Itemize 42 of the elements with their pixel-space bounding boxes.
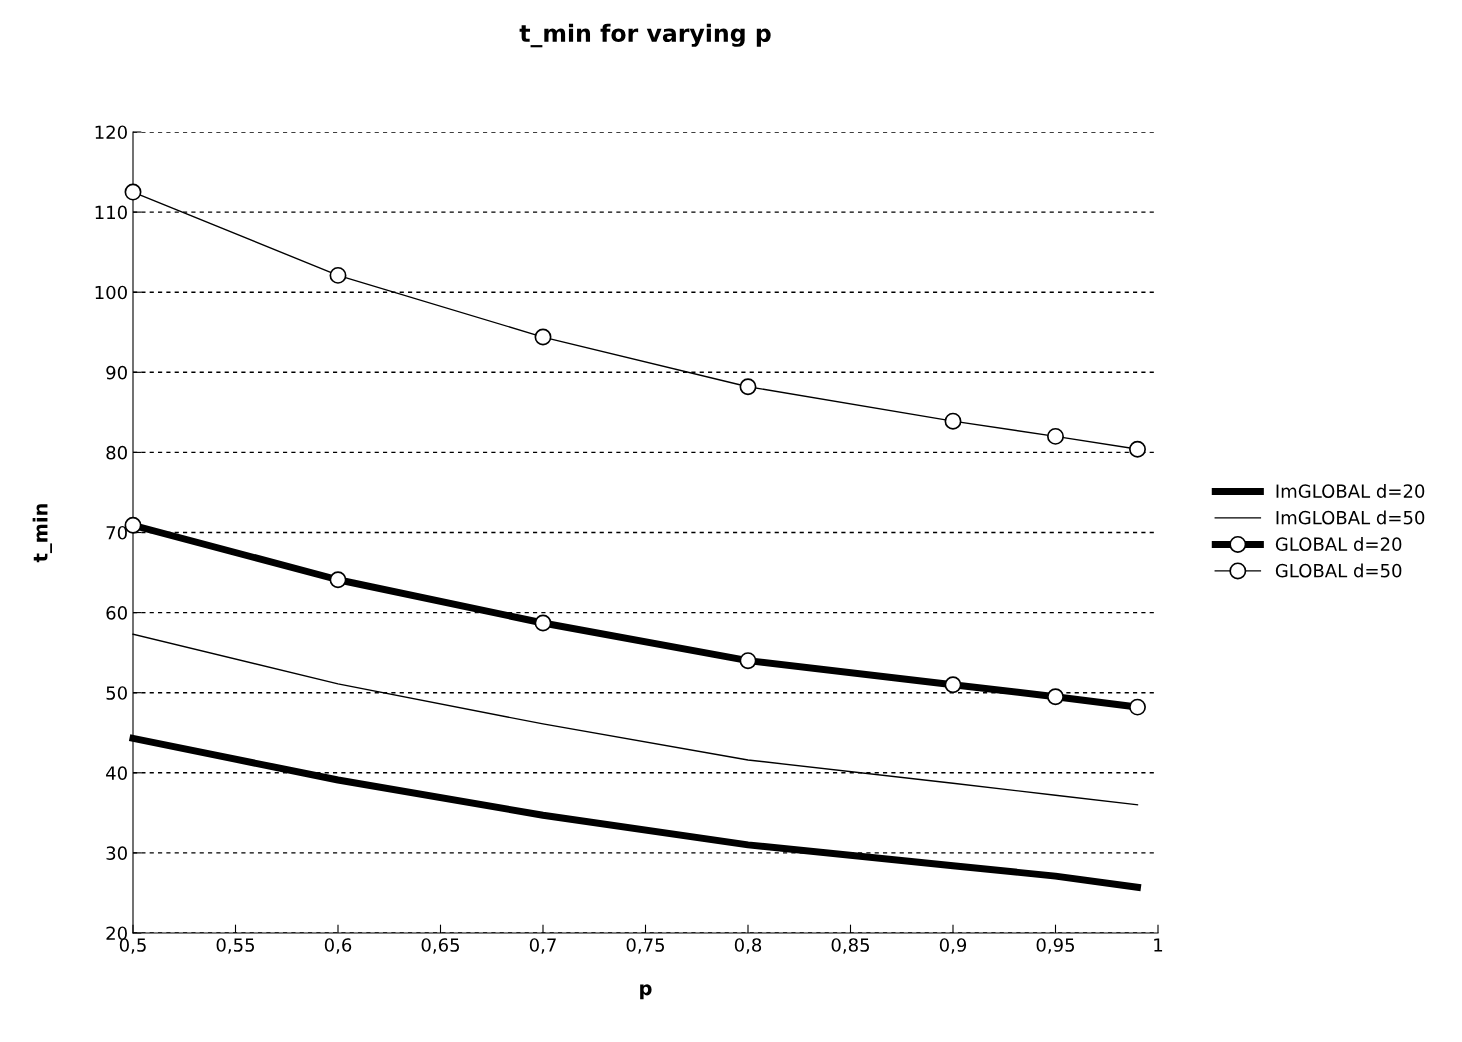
point — [1047, 688, 1064, 706]
y-tick-label: 20 — [106, 926, 127, 941]
chart-title: t_min for varying p — [519, 23, 771, 48]
point — [1047, 427, 1064, 445]
x-tick-label: 0,95 — [1036, 938, 1075, 954]
x-tick-label: 1 — [1154, 938, 1163, 952]
y-tick-label: 30 — [106, 846, 127, 861]
point — [329, 571, 347, 589]
point — [739, 652, 757, 670]
y-tick-label: 60 — [106, 606, 127, 620]
y-tick-label: 70 — [106, 525, 127, 540]
x-tick-label: 0,85 — [831, 938, 870, 954]
y-tick-label: 100 — [95, 285, 127, 300]
x-tick-label: 0,8 — [734, 938, 762, 954]
y-tick-label: 90 — [106, 365, 127, 380]
y-axis-title: t_min — [32, 504, 53, 563]
y-tick-label: 120 — [95, 125, 127, 140]
point — [739, 378, 757, 396]
point — [1129, 698, 1146, 716]
x-axis-title: p — [640, 984, 652, 1000]
x-tick-label: 0,7 — [529, 938, 556, 954]
legend-label: ImGLOBAL d=50 — [1276, 510, 1425, 525]
point — [534, 614, 552, 632]
x-tick-label: 0,9 — [939, 938, 967, 954]
x-tick-label: 0,6 — [324, 938, 352, 954]
legend-label: ImGLOBAL d=20 — [1276, 484, 1425, 498]
point — [534, 328, 552, 346]
legend-label: GLOBAL d=50 — [1275, 563, 1402, 578]
x-tick-label: 0,65 — [421, 938, 460, 954]
x-tick-label: 0,75 — [626, 938, 665, 954]
point — [944, 676, 962, 694]
x-tick-label: 0,55 — [216, 938, 255, 954]
point — [1129, 440, 1146, 458]
y-tick-label: 40 — [106, 766, 127, 780]
point — [124, 183, 142, 201]
y-tick-label: 50 — [106, 686, 127, 700]
y-tick-label: 110 — [95, 205, 127, 220]
point — [944, 412, 962, 430]
y-tick-label: 80 — [106, 445, 127, 460]
point — [329, 266, 347, 284]
x-tick-label: 0,5 — [119, 938, 146, 954]
legend-label: GLOBAL d=20 — [1275, 537, 1402, 551]
